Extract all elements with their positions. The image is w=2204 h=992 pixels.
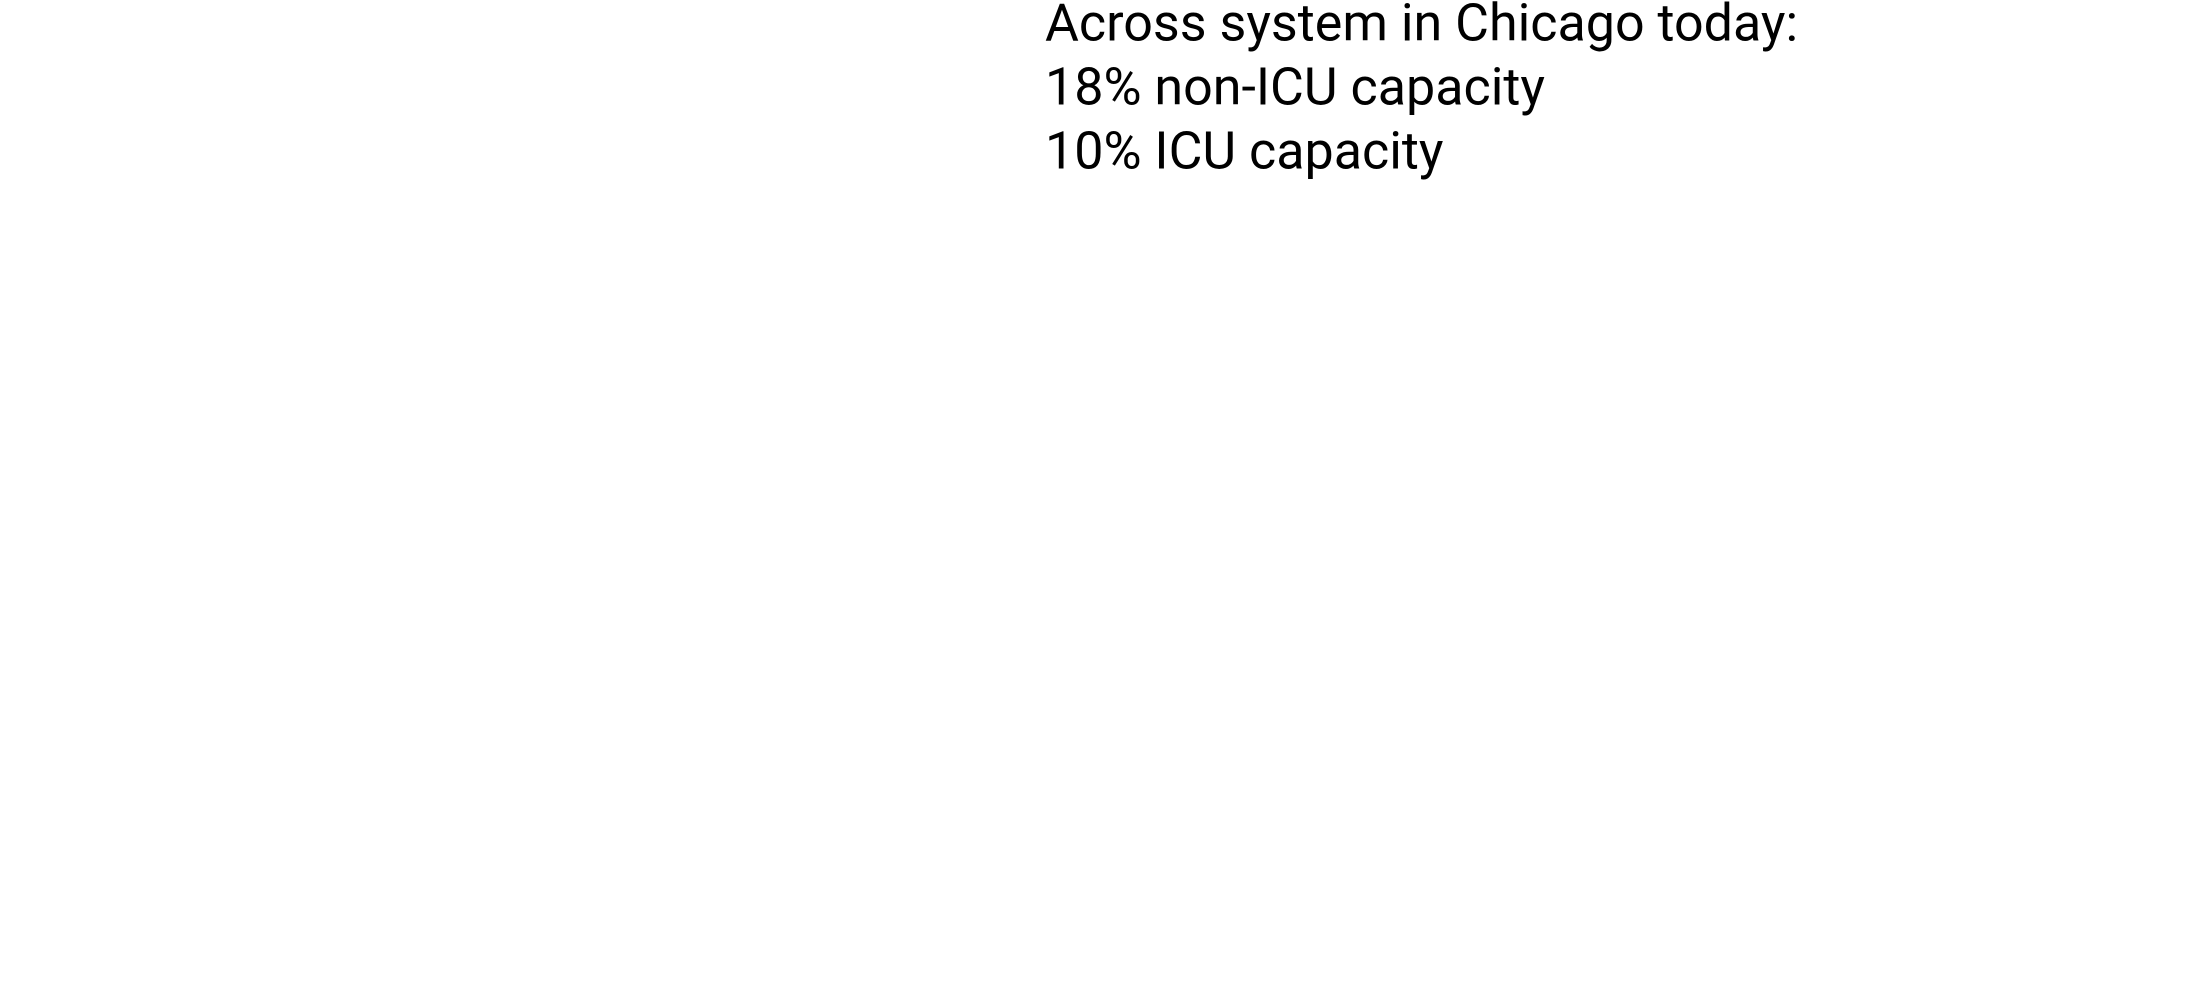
- annotation-line: Across system in Chicago today:: [1045, 0, 1798, 54]
- annotation-line: 10% ICU capacity: [1045, 121, 1444, 182]
- annotation-line: 18% non-ICU capacity: [1045, 57, 1545, 118]
